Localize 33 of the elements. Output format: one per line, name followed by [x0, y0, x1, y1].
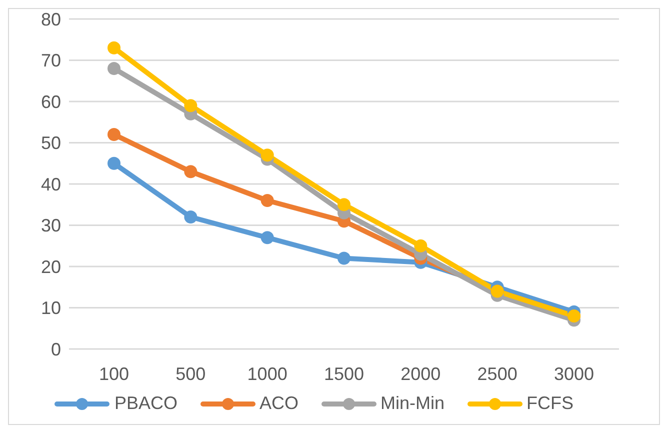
point — [184, 99, 198, 112]
x-tick-label: 1500 — [324, 364, 364, 384]
point — [108, 41, 120, 54]
point — [338, 252, 350, 265]
x-tick-label: 2000 — [400, 364, 441, 384]
point — [414, 239, 428, 252]
legend-label: Min-Min — [380, 393, 445, 414]
point — [260, 194, 274, 207]
point — [184, 165, 198, 178]
y-tick-label: 40 — [40, 174, 61, 194]
legend-label: FCFS — [526, 393, 574, 414]
y-tick-label: 30 — [40, 216, 61, 236]
legend-label: PBACO — [114, 393, 178, 414]
point — [108, 62, 120, 75]
y-tick-label: 70 — [40, 50, 61, 71]
point — [260, 231, 274, 244]
x-tick-label: 500 — [176, 364, 206, 384]
y-tick-label: 0 — [50, 339, 61, 360]
point — [260, 148, 274, 162]
y-tick-label: 20 — [40, 256, 61, 277]
point — [184, 210, 198, 224]
point — [108, 156, 120, 170]
x-tick-label: 2500 — [477, 364, 518, 384]
x-tick-label: 100 — [98, 364, 130, 384]
y-tick-label: 80 — [40, 9, 61, 30]
y-tick-label: 10 — [40, 298, 61, 318]
point — [108, 128, 120, 141]
y-tick-label: 50 — [40, 133, 61, 154]
x-tick-label: 1000 — [247, 364, 288, 384]
y-tick-label: 60 — [40, 92, 61, 112]
legend-label: ACO — [260, 393, 299, 414]
x-tick-label: 3000 — [554, 364, 594, 384]
point — [338, 198, 350, 212]
